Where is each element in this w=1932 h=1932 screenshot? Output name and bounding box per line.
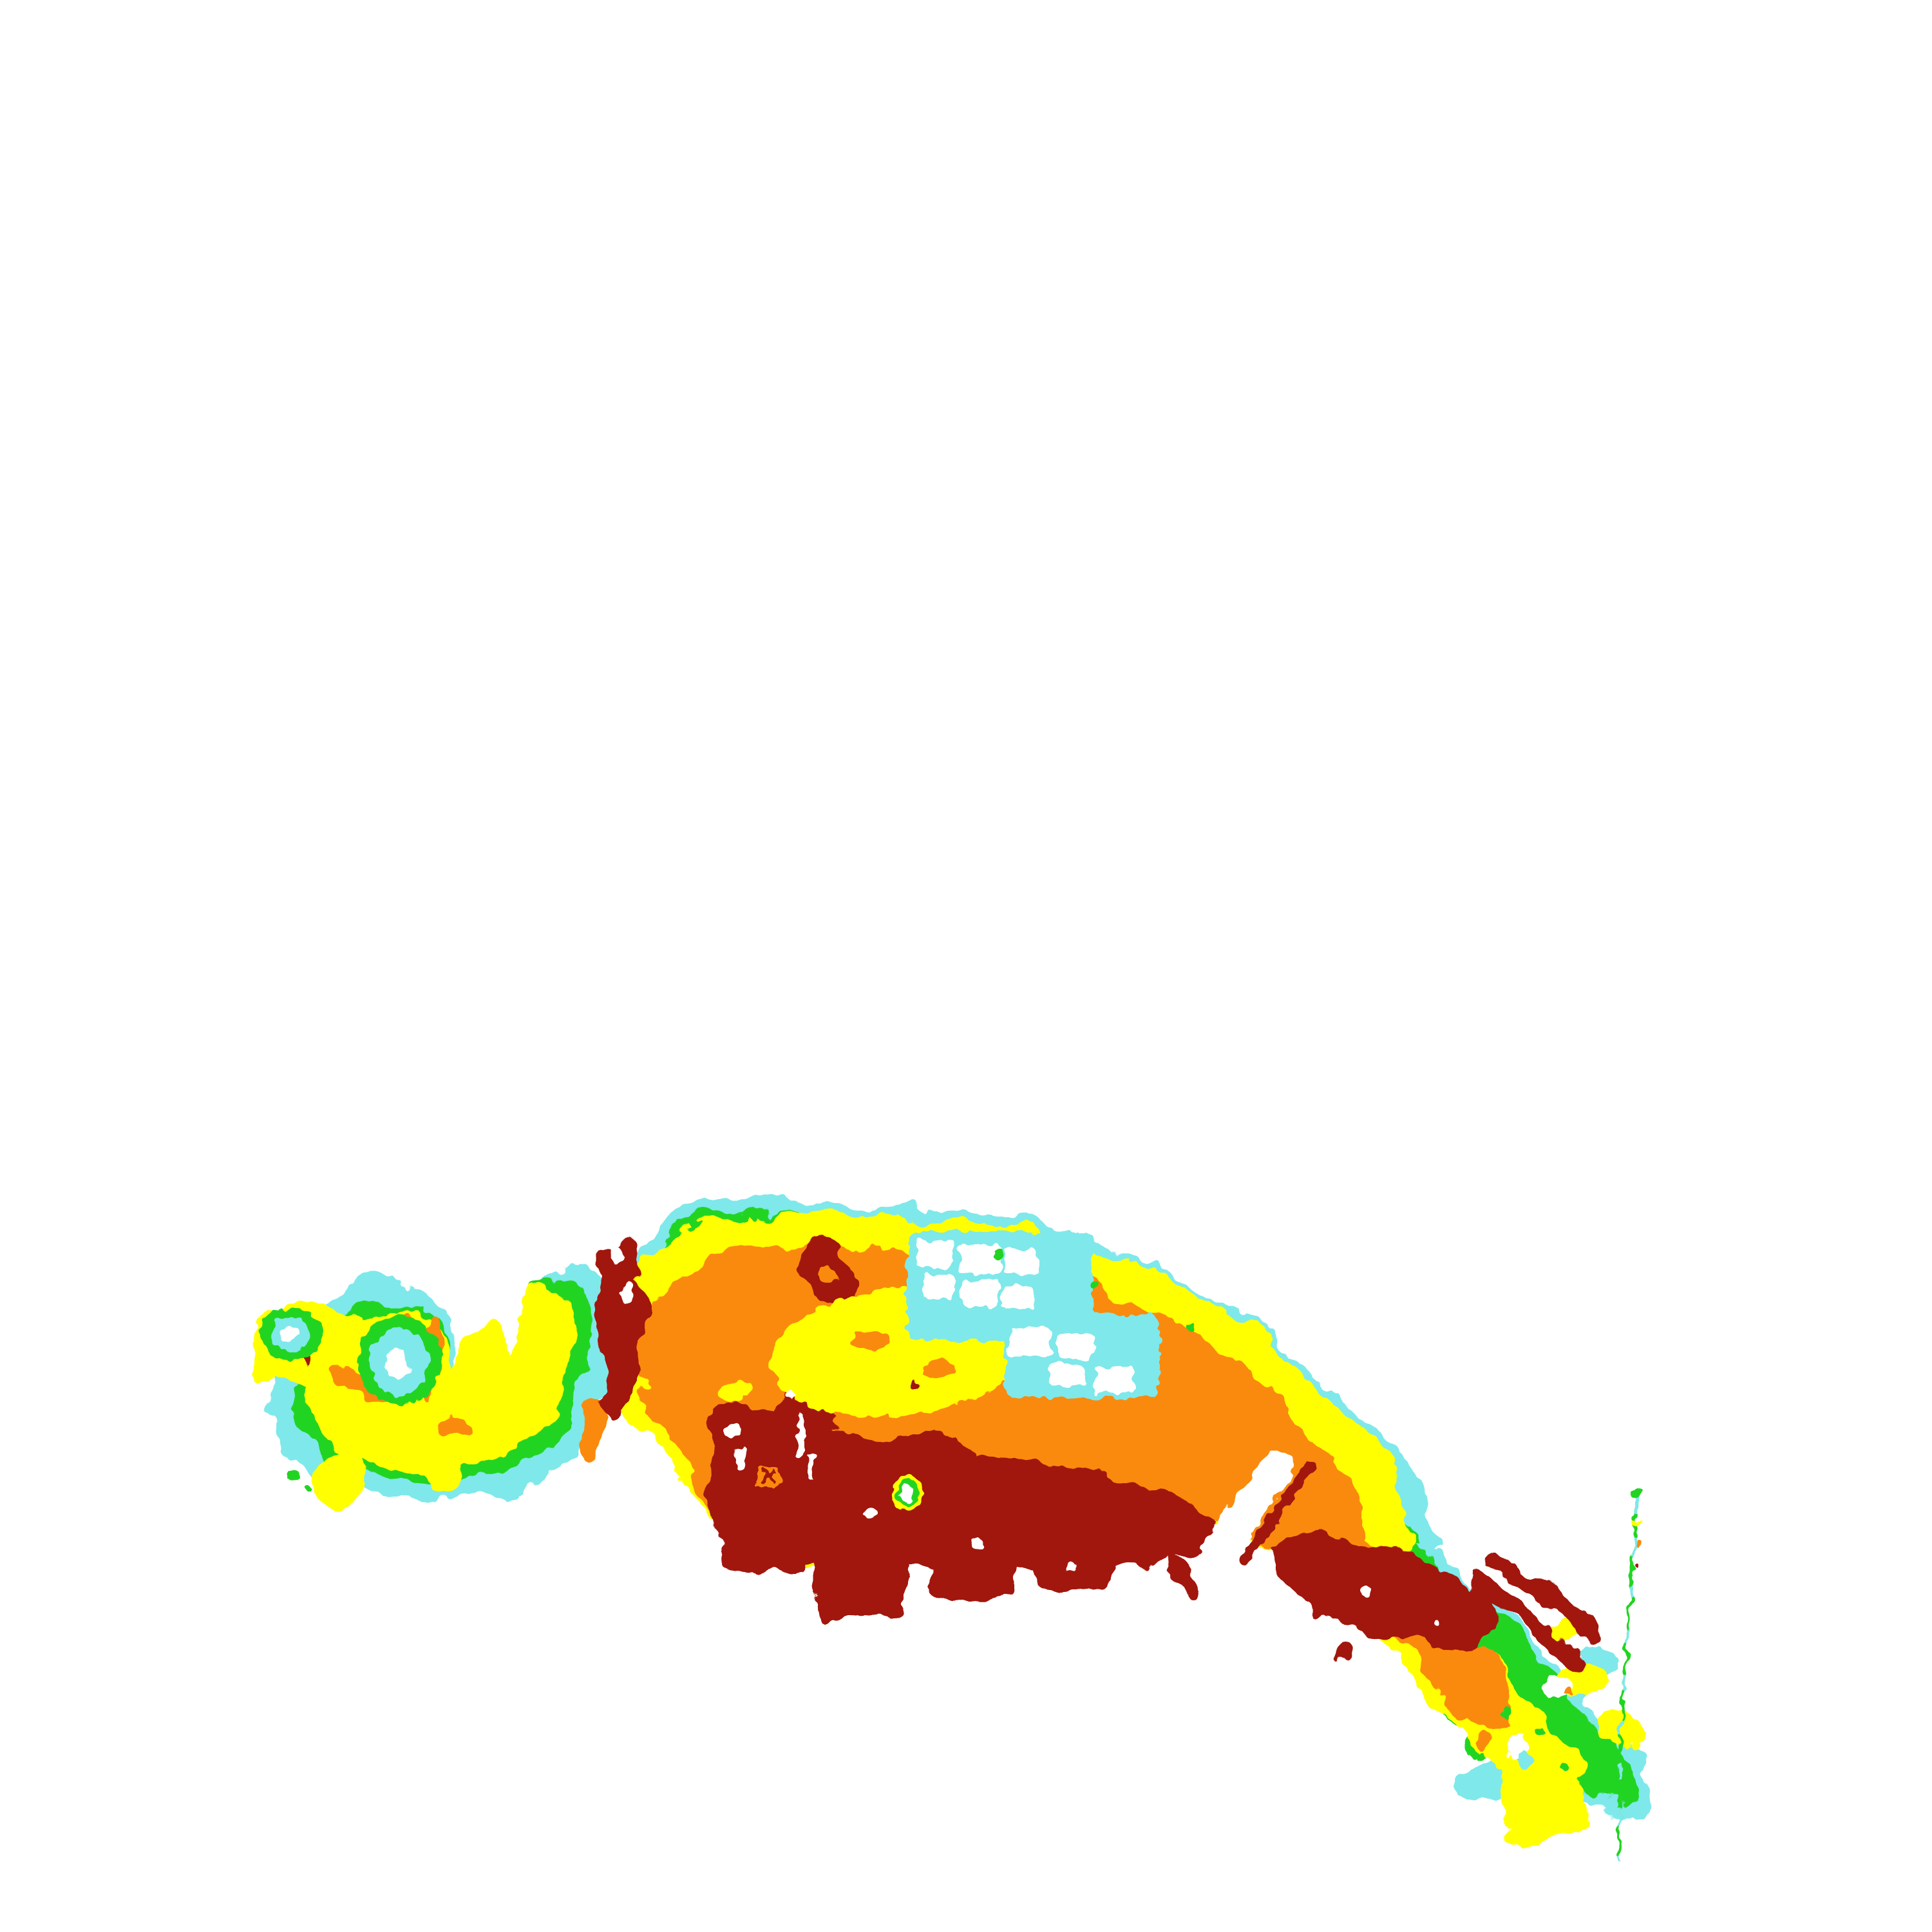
cyan-lagoon-field	[907, 1231, 1094, 1341]
egg-white-core	[900, 1484, 913, 1502]
darkred-speck	[1331, 1642, 1354, 1665]
darkred-leg	[933, 1525, 1013, 1601]
white-lagoon	[1009, 1328, 1051, 1356]
tail-green-dot	[1477, 1754, 1486, 1763]
darkred-leg	[1038, 1531, 1105, 1591]
darkred-leg	[817, 1530, 905, 1615]
seahorse-white-hole	[610, 1247, 624, 1262]
yellow-tail	[423, 1439, 463, 1495]
white-lagoon	[961, 1280, 998, 1307]
line-darkred-speck	[1635, 1563, 1639, 1567]
fringe-green-dot	[994, 1251, 1003, 1260]
fringe-green-dot	[1188, 1323, 1195, 1331]
seahorse-white-hole	[621, 1280, 633, 1306]
darkred-kidney	[889, 1432, 981, 1482]
fringe-green-dot	[749, 1209, 758, 1218]
white-hole	[1066, 1561, 1076, 1571]
eye1-white-core	[280, 1325, 299, 1341]
white-hole	[1359, 1585, 1371, 1596]
white-crack	[797, 1414, 804, 1459]
tail-cyan-pocket	[1518, 1750, 1532, 1770]
ring-orange-core	[819, 1267, 837, 1285]
darkred-leg	[759, 1515, 806, 1574]
white-lagoon	[1095, 1367, 1133, 1392]
darkred-slash-stripe	[1238, 1461, 1315, 1566]
detail-overlay-layer	[260, 1209, 1642, 1863]
white-hole	[1151, 1591, 1174, 1604]
orange-pocket	[923, 1359, 954, 1378]
tail-green-dot	[1535, 1726, 1546, 1736]
small-eye-white-core	[784, 1392, 795, 1399]
white-hole	[864, 1508, 877, 1521]
white-lagoon	[1005, 1248, 1038, 1274]
tail-orange-dot	[1566, 1687, 1574, 1694]
fringe-green-dot	[1090, 1280, 1099, 1289]
white-lagoon	[922, 1275, 954, 1300]
line-yellow-speck	[1633, 1520, 1640, 1527]
white-lagoon	[1002, 1285, 1033, 1309]
tail-green-dot	[1501, 1707, 1513, 1719]
orange-streak	[432, 1415, 469, 1438]
orange-pocket	[851, 1331, 890, 1351]
eye2-white-core	[386, 1350, 410, 1381]
yellow-pocket	[716, 1381, 752, 1401]
white-hole	[972, 1539, 983, 1550]
orange-speckle	[1446, 1691, 1467, 1712]
thin-transect-line	[1617, 1493, 1640, 1863]
swirl-green-dot	[304, 1485, 312, 1493]
white-lagoon	[1048, 1364, 1084, 1387]
white-notch	[478, 1257, 533, 1358]
white-hole	[1432, 1619, 1440, 1627]
tail-green-dot	[1560, 1761, 1569, 1770]
yellow-tail	[316, 1443, 365, 1510]
darkred-dot	[910, 1380, 919, 1389]
darkred-speck	[1164, 1565, 1199, 1591]
swirl-green-dot	[290, 1471, 300, 1481]
band-class5-darkred-layer	[298, 1236, 1601, 1667]
white-crack	[809, 1454, 814, 1480]
darkred-seahorse	[596, 1236, 648, 1410]
line-orange-speck	[1636, 1542, 1641, 1547]
white-hole	[735, 1445, 746, 1468]
darkred-x-bar	[760, 1468, 777, 1484]
darkred-stripe	[1493, 1554, 1601, 1642]
orange-drip	[578, 1397, 607, 1455]
orange-speckle	[1430, 1658, 1444, 1672]
white-lagoon	[1057, 1333, 1094, 1359]
orange-speckle	[1475, 1730, 1490, 1745]
white-hole	[724, 1425, 742, 1437]
white-lagoon	[960, 1244, 1001, 1274]
line-green-tip	[1634, 1489, 1642, 1497]
darkred-stripe	[1467, 1569, 1586, 1667]
white-slash	[1201, 1450, 1295, 1568]
white-lagoon	[917, 1240, 953, 1267]
fringe-green-dot	[690, 1218, 701, 1229]
yellow-boot-foot	[1503, 1814, 1578, 1847]
